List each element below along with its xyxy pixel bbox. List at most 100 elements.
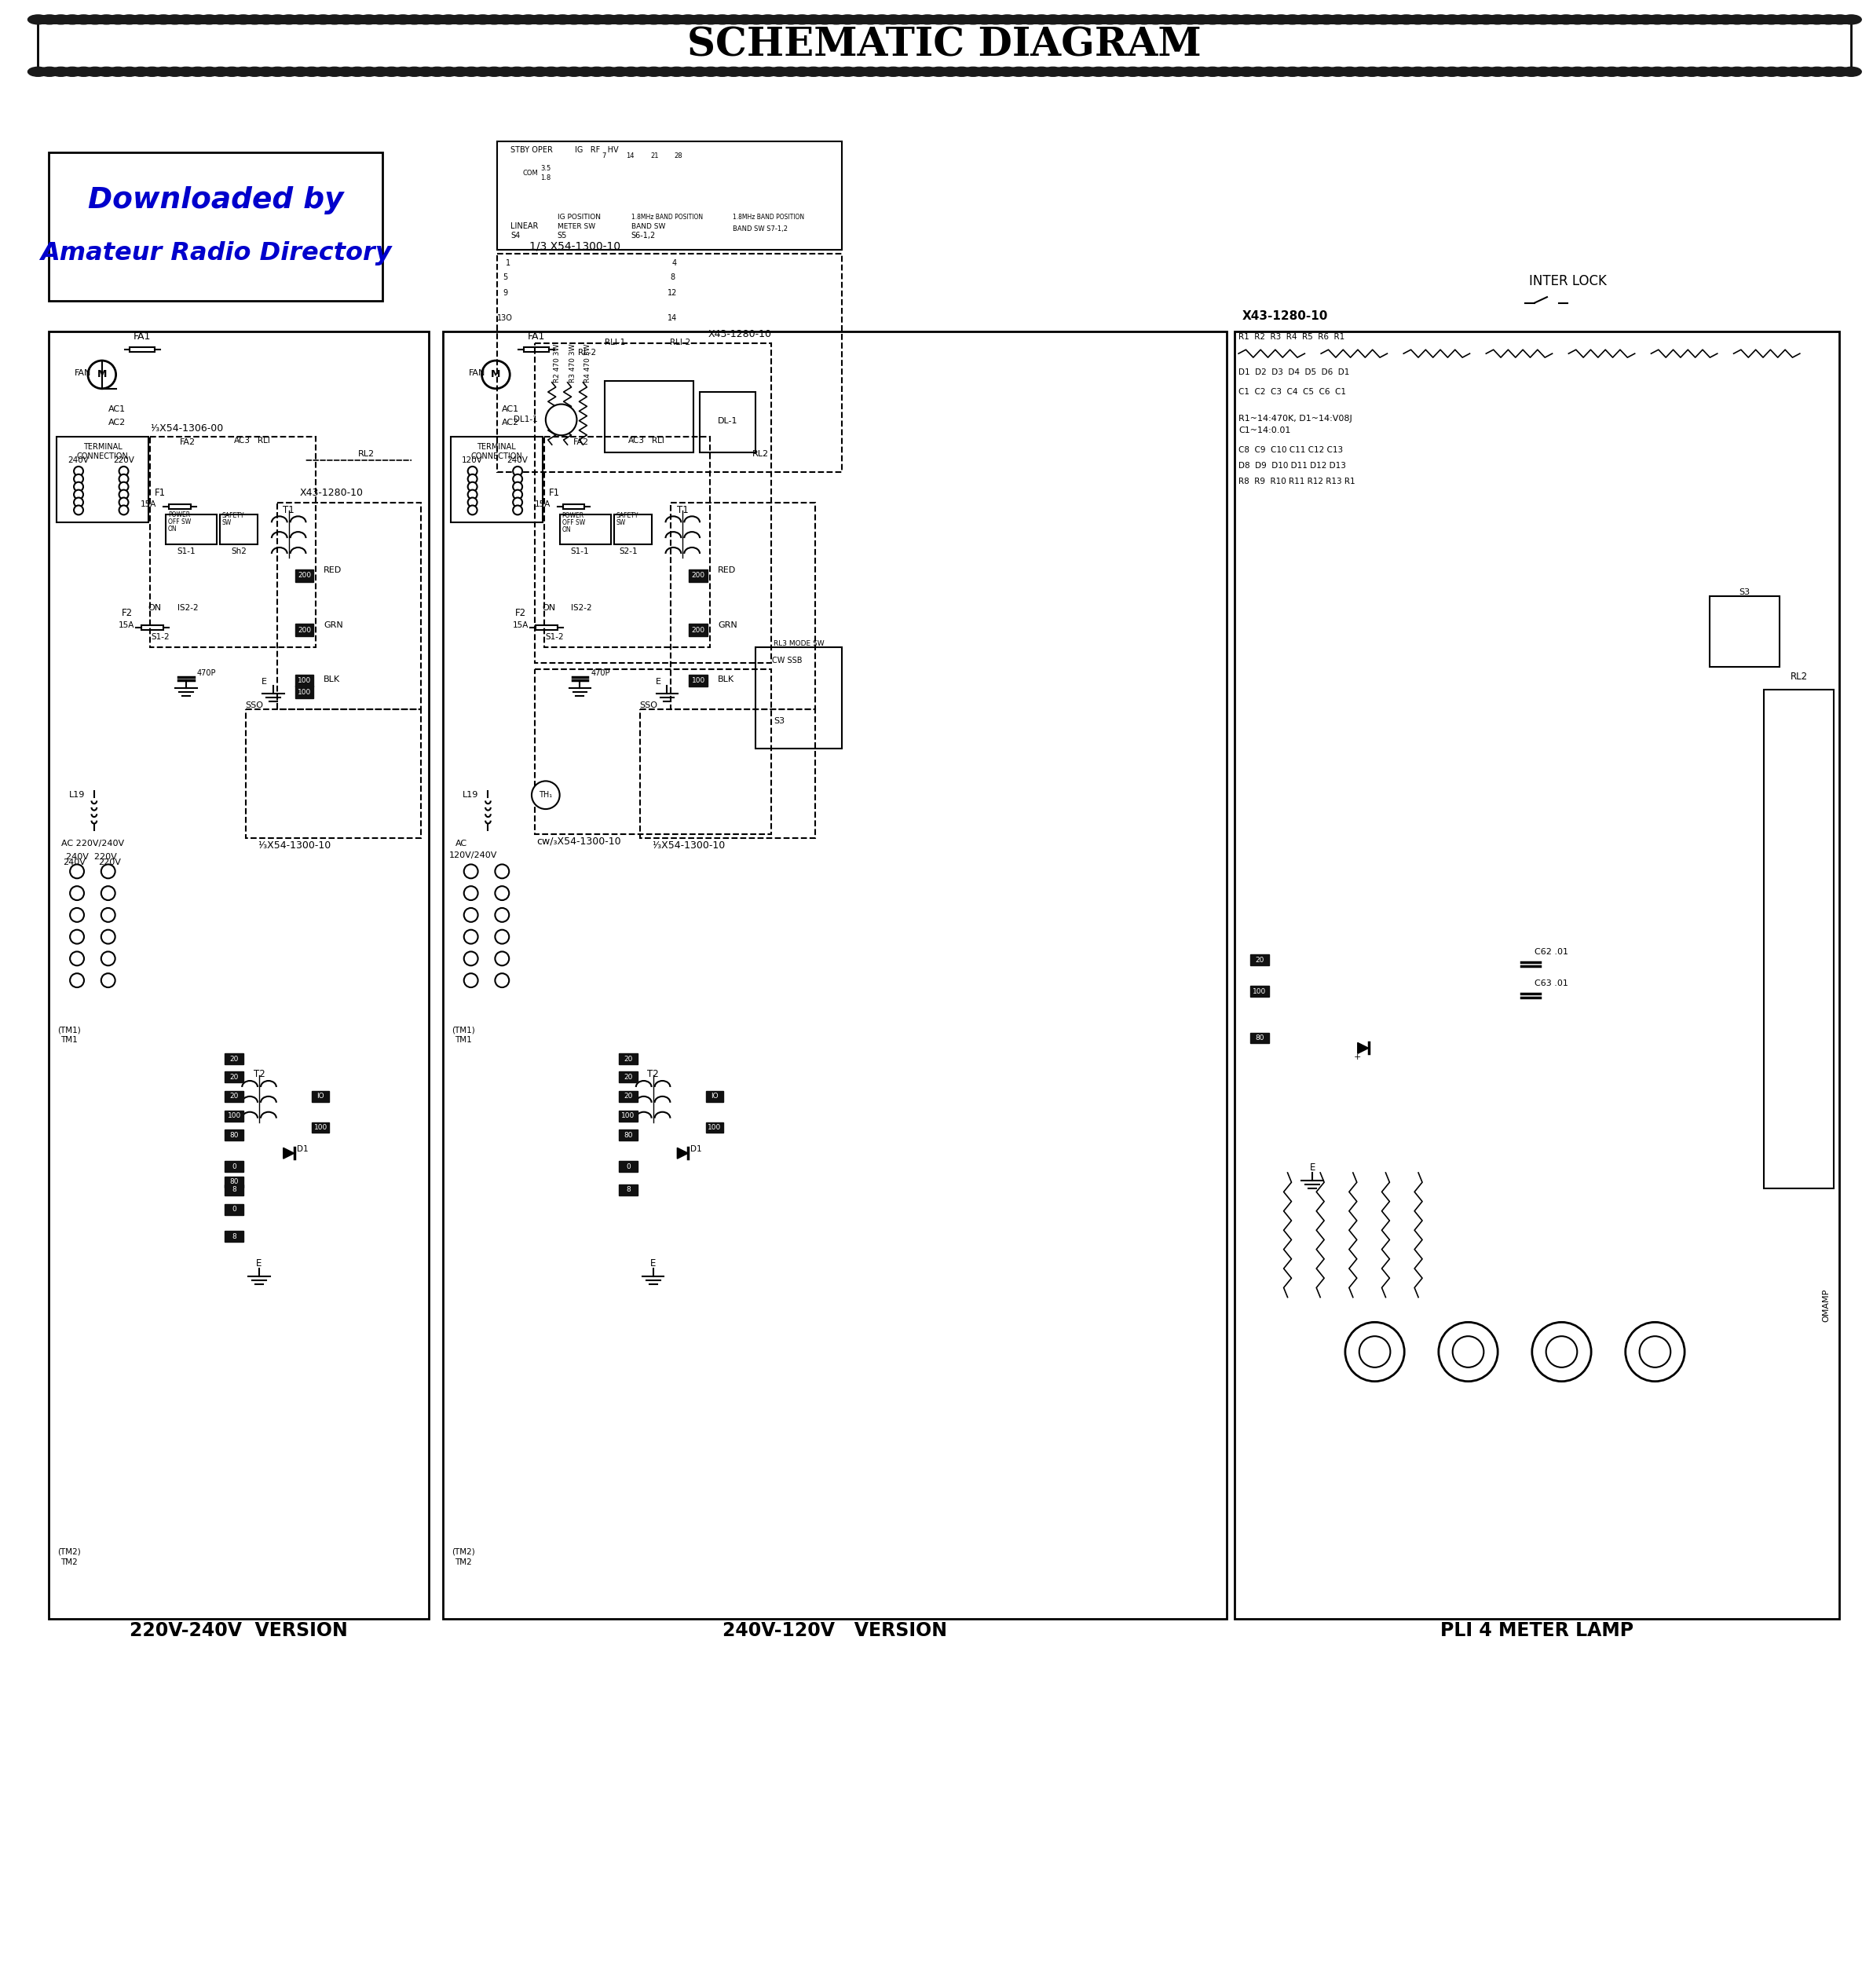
- Bar: [225, 1091, 243, 1101]
- Circle shape: [465, 909, 478, 922]
- Ellipse shape: [1783, 14, 1804, 24]
- Ellipse shape: [701, 14, 721, 24]
- Ellipse shape: [28, 14, 49, 24]
- Text: ON: ON: [148, 604, 161, 612]
- Ellipse shape: [1169, 68, 1189, 76]
- Ellipse shape: [564, 14, 584, 24]
- Ellipse shape: [1122, 68, 1143, 76]
- Text: S3: S3: [774, 718, 785, 726]
- Ellipse shape: [232, 14, 253, 24]
- Text: AC3: AC3: [234, 437, 251, 445]
- Circle shape: [468, 467, 478, 475]
- Ellipse shape: [1613, 14, 1633, 24]
- Ellipse shape: [792, 68, 813, 76]
- Text: 15A: 15A: [513, 622, 528, 630]
- Ellipse shape: [678, 14, 699, 24]
- Ellipse shape: [609, 14, 629, 24]
- Ellipse shape: [770, 68, 790, 76]
- Ellipse shape: [268, 68, 288, 76]
- Text: T2: T2: [648, 1070, 659, 1079]
- Bar: [536, 668, 772, 835]
- Ellipse shape: [1807, 68, 1828, 76]
- Text: OFF SW: OFF SW: [169, 519, 191, 525]
- Ellipse shape: [907, 14, 927, 24]
- Ellipse shape: [142, 14, 163, 24]
- Ellipse shape: [985, 68, 1006, 76]
- Text: LINEAR: LINEAR: [511, 223, 538, 231]
- Ellipse shape: [1693, 14, 1714, 24]
- Text: 200: 200: [298, 626, 311, 634]
- Text: TERMINAL: TERMINAL: [82, 443, 122, 451]
- Ellipse shape: [371, 14, 390, 24]
- Bar: [1764, 690, 1834, 1189]
- Text: 14: 14: [626, 153, 633, 159]
- Circle shape: [494, 865, 509, 879]
- Ellipse shape: [461, 68, 481, 76]
- Ellipse shape: [382, 14, 403, 24]
- Text: 1: 1: [506, 258, 511, 266]
- Circle shape: [1360, 1336, 1390, 1368]
- Ellipse shape: [963, 68, 983, 76]
- Text: AC1: AC1: [502, 406, 519, 414]
- Ellipse shape: [199, 68, 219, 76]
- Bar: [701, 392, 757, 453]
- Text: (TM1): (TM1): [451, 1026, 476, 1034]
- Ellipse shape: [427, 14, 448, 24]
- Ellipse shape: [1590, 14, 1611, 24]
- Ellipse shape: [62, 14, 82, 24]
- Circle shape: [494, 974, 509, 988]
- Text: AC1: AC1: [109, 406, 125, 414]
- Ellipse shape: [1408, 68, 1427, 76]
- Text: Downloaded by: Downloaded by: [88, 187, 343, 215]
- Ellipse shape: [837, 68, 858, 76]
- Text: SW: SW: [616, 519, 626, 527]
- Bar: [618, 1111, 637, 1121]
- Ellipse shape: [1350, 68, 1371, 76]
- Ellipse shape: [929, 68, 950, 76]
- Ellipse shape: [232, 68, 253, 76]
- Ellipse shape: [1646, 14, 1667, 24]
- Bar: [689, 569, 708, 582]
- Bar: [1249, 954, 1268, 966]
- Ellipse shape: [1225, 14, 1246, 24]
- Text: IS2-2: IS2-2: [178, 604, 199, 612]
- Ellipse shape: [1272, 14, 1290, 24]
- Ellipse shape: [1487, 14, 1508, 24]
- Ellipse shape: [257, 14, 277, 24]
- Text: BAND SW S7-1,2: BAND SW S7-1,2: [732, 225, 787, 233]
- Bar: [689, 624, 708, 636]
- Bar: [614, 515, 652, 545]
- Ellipse shape: [461, 14, 481, 24]
- Bar: [498, 254, 841, 471]
- Bar: [49, 153, 382, 300]
- Ellipse shape: [644, 14, 665, 24]
- Text: AC2: AC2: [502, 419, 519, 427]
- Ellipse shape: [564, 68, 584, 76]
- Ellipse shape: [1362, 14, 1382, 24]
- Ellipse shape: [142, 68, 163, 76]
- Ellipse shape: [1476, 68, 1497, 76]
- Text: S4: S4: [511, 233, 521, 241]
- Text: ¹⁄₃X54-1300-10: ¹⁄₃X54-1300-10: [652, 841, 725, 851]
- Ellipse shape: [1704, 14, 1725, 24]
- Circle shape: [73, 467, 82, 475]
- Text: 1/3 X54-1300-10: 1/3 X54-1300-10: [530, 241, 620, 252]
- Text: 8: 8: [232, 1187, 236, 1193]
- Bar: [225, 1161, 243, 1171]
- Text: F1: F1: [549, 487, 560, 497]
- Ellipse shape: [712, 14, 732, 24]
- Ellipse shape: [689, 68, 710, 76]
- Text: CONNECTION: CONNECTION: [77, 453, 129, 461]
- Text: L19: L19: [463, 791, 479, 799]
- Text: IS2-2: IS2-2: [571, 604, 592, 612]
- Ellipse shape: [120, 14, 139, 24]
- Polygon shape: [1358, 1042, 1369, 1054]
- Bar: [498, 141, 841, 250]
- Text: IG   RF   HV: IG RF HV: [575, 147, 618, 155]
- Text: R3 470 3W: R3 470 3W: [569, 344, 577, 382]
- Ellipse shape: [918, 14, 938, 24]
- Text: DL1-1: DL1-1: [513, 415, 538, 423]
- Text: IO: IO: [712, 1093, 719, 1099]
- Bar: [618, 1129, 637, 1141]
- Ellipse shape: [1339, 68, 1360, 76]
